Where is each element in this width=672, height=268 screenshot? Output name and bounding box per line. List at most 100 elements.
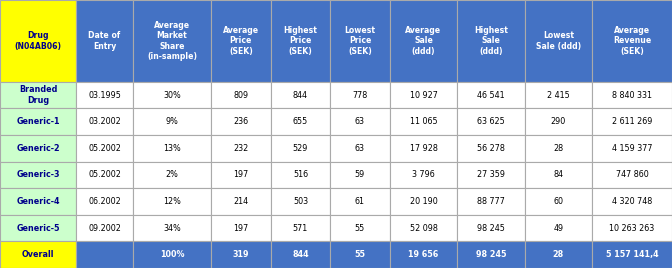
Bar bbox=[457, 108, 525, 135]
Text: 214: 214 bbox=[233, 197, 249, 206]
Bar bbox=[76, 82, 133, 108]
Text: 516: 516 bbox=[293, 170, 308, 179]
Text: 197: 197 bbox=[233, 224, 249, 233]
Bar bbox=[457, 215, 525, 241]
Bar bbox=[592, 162, 672, 188]
Bar bbox=[0, 162, 76, 188]
Bar bbox=[592, 108, 672, 135]
Text: 63: 63 bbox=[355, 117, 365, 126]
Text: 4 159 377: 4 159 377 bbox=[612, 144, 653, 153]
Text: 55: 55 bbox=[355, 224, 365, 233]
Bar bbox=[76, 188, 133, 215]
Bar bbox=[330, 188, 390, 215]
Bar bbox=[390, 241, 457, 268]
Bar bbox=[133, 108, 211, 135]
Bar bbox=[330, 162, 390, 188]
Bar bbox=[211, 188, 271, 215]
Text: Generic-5: Generic-5 bbox=[16, 224, 60, 233]
Text: 319: 319 bbox=[233, 250, 249, 259]
Text: 529: 529 bbox=[293, 144, 308, 153]
Text: 844: 844 bbox=[292, 250, 308, 259]
Text: 20 190: 20 190 bbox=[409, 197, 437, 206]
Text: Lowest
Sale (ddd): Lowest Sale (ddd) bbox=[536, 31, 581, 51]
Text: 13%: 13% bbox=[163, 144, 181, 153]
Text: Date of
Entry: Date of Entry bbox=[89, 31, 121, 51]
Text: Branded
Drug: Branded Drug bbox=[19, 85, 57, 105]
Text: 236: 236 bbox=[233, 117, 249, 126]
Text: 844: 844 bbox=[293, 91, 308, 99]
Text: 503: 503 bbox=[293, 197, 308, 206]
Text: 60: 60 bbox=[554, 197, 563, 206]
Text: Generic-1: Generic-1 bbox=[16, 117, 60, 126]
Text: 63 625: 63 625 bbox=[477, 117, 505, 126]
Bar bbox=[390, 188, 457, 215]
Text: 5 157 141,4: 5 157 141,4 bbox=[605, 250, 659, 259]
Text: Average
Revenue
(SEK): Average Revenue (SEK) bbox=[613, 26, 651, 56]
Bar bbox=[271, 82, 330, 108]
Bar bbox=[0, 0, 76, 82]
Bar bbox=[271, 0, 330, 82]
Bar bbox=[271, 188, 330, 215]
Text: 571: 571 bbox=[293, 224, 308, 233]
Text: 100%: 100% bbox=[160, 250, 184, 259]
Bar bbox=[390, 0, 457, 82]
Bar bbox=[525, 82, 592, 108]
Text: Average
Price
(SEK): Average Price (SEK) bbox=[223, 26, 259, 56]
Bar bbox=[211, 0, 271, 82]
Bar bbox=[330, 135, 390, 162]
Bar bbox=[76, 108, 133, 135]
Text: 05.2002: 05.2002 bbox=[88, 170, 121, 179]
Text: Generic-3: Generic-3 bbox=[16, 170, 60, 179]
Bar bbox=[211, 241, 271, 268]
Text: 197: 197 bbox=[233, 170, 249, 179]
Text: 09.2002: 09.2002 bbox=[88, 224, 121, 233]
Bar bbox=[592, 0, 672, 82]
Text: Lowest
Price
(SEK): Lowest Price (SEK) bbox=[345, 26, 376, 56]
Bar bbox=[133, 82, 211, 108]
Bar bbox=[76, 241, 133, 268]
Text: 10 927: 10 927 bbox=[409, 91, 437, 99]
Bar bbox=[457, 0, 525, 82]
Bar bbox=[0, 188, 76, 215]
Text: 9%: 9% bbox=[165, 117, 179, 126]
Text: Highest
Price
(SEK): Highest Price (SEK) bbox=[284, 26, 317, 56]
Bar bbox=[592, 82, 672, 108]
Text: 55: 55 bbox=[354, 250, 366, 259]
Bar bbox=[390, 135, 457, 162]
Bar bbox=[133, 0, 211, 82]
Bar bbox=[457, 82, 525, 108]
Text: 49: 49 bbox=[553, 224, 564, 233]
Bar bbox=[76, 162, 133, 188]
Text: 61: 61 bbox=[355, 197, 365, 206]
Bar bbox=[525, 135, 592, 162]
Text: 52 098: 52 098 bbox=[409, 224, 437, 233]
Text: 63: 63 bbox=[355, 144, 365, 153]
Bar bbox=[390, 162, 457, 188]
Bar bbox=[0, 108, 76, 135]
Bar bbox=[457, 135, 525, 162]
Text: Overall: Overall bbox=[22, 250, 54, 259]
Bar bbox=[330, 241, 390, 268]
Text: 03.1995: 03.1995 bbox=[88, 91, 121, 99]
Text: 10 263 263: 10 263 263 bbox=[610, 224, 655, 233]
Bar bbox=[76, 135, 133, 162]
Text: 290: 290 bbox=[551, 117, 566, 126]
Bar bbox=[525, 108, 592, 135]
Bar bbox=[525, 241, 592, 268]
Bar bbox=[271, 135, 330, 162]
Text: 8 840 331: 8 840 331 bbox=[612, 91, 652, 99]
Text: 34%: 34% bbox=[163, 224, 181, 233]
Text: 05.2002: 05.2002 bbox=[88, 144, 121, 153]
Bar bbox=[330, 0, 390, 82]
Text: 809: 809 bbox=[233, 91, 249, 99]
Bar bbox=[330, 215, 390, 241]
Text: 778: 778 bbox=[352, 91, 368, 99]
Bar bbox=[390, 82, 457, 108]
Text: 30%: 30% bbox=[163, 91, 181, 99]
Bar bbox=[0, 241, 76, 268]
Bar bbox=[271, 215, 330, 241]
Bar bbox=[390, 108, 457, 135]
Bar bbox=[457, 162, 525, 188]
Text: 98 245: 98 245 bbox=[477, 224, 505, 233]
Text: 88 777: 88 777 bbox=[477, 197, 505, 206]
